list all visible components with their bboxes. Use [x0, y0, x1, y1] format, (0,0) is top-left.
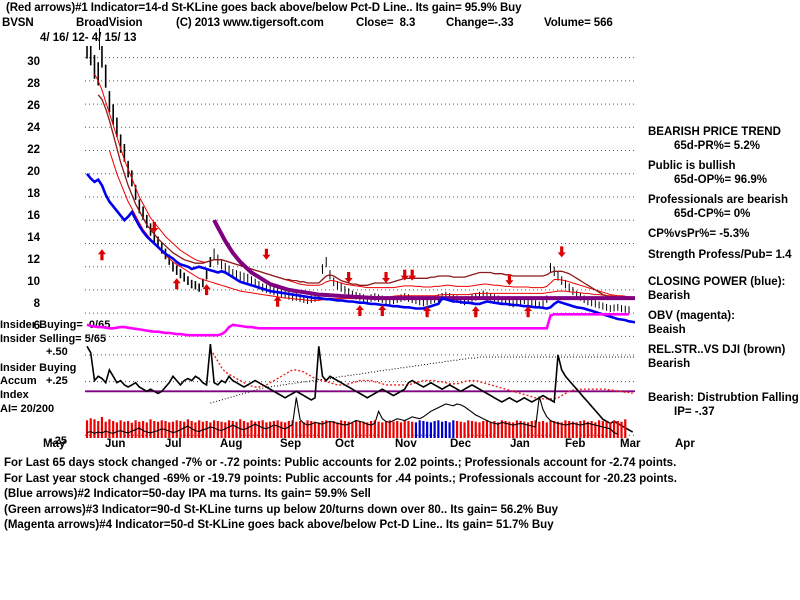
price-trend-title: BEARISH PRICE TREND — [648, 126, 781, 138]
insider-buying-count: Insider Buying= 0/65 — [0, 319, 111, 331]
price-change: Change=-.33 — [446, 17, 514, 29]
quote-line: BVSN BroadVision (C) 2013 www.tigersoft.co… — [2, 17, 613, 29]
y-tick-label: 28 — [27, 78, 40, 90]
y-axis: 30 28 26 24 22 20 18 16 14 12 10 8 6 — [14, 46, 54, 346]
header-divider — [99, 28, 100, 50]
y-tick-label: 18 — [27, 188, 40, 200]
x-tick-label: Aug — [220, 438, 243, 450]
scale-plus-25: +.25 — [46, 375, 68, 387]
rel-strength-value: Bearish — [648, 357, 691, 370]
insider-accum-label-3: Index — [0, 389, 29, 401]
date-range-label: 4/ 16/ 12- 4/ 15/ 13 — [40, 32, 137, 44]
closing-power-value: Bearish — [648, 289, 691, 302]
x-tick-label: Mar — [620, 438, 641, 450]
y-tick-label: 6 — [33, 320, 40, 332]
copyright-notice: (C) 2013 www.tigersoft.com — [176, 17, 324, 29]
scale-plus-50: +.50 — [46, 346, 68, 358]
y-tick-label: 16 — [27, 210, 40, 222]
stock-chart-plot[interactable] — [85, 46, 635, 454]
y-tick-label: 10 — [27, 276, 40, 288]
y-tick-label: 20 — [27, 166, 40, 178]
close-price: Close= 8.3 — [356, 17, 416, 29]
summary-line-65-days: For Last 65 days stock changed -7% or -.… — [4, 457, 677, 469]
insider-accum-label-2: Accum — [0, 375, 37, 387]
y-tick-label: 12 — [27, 254, 40, 266]
ticker-symbol: BVSN — [2, 17, 34, 29]
summary-line-last-year: For Last year stock changed -69% or -19.… — [4, 472, 677, 485]
y-tick-label: 26 — [27, 100, 40, 112]
analysis-panel: BEARISH PRICE TREND 65d-PR%= 5.2% Public… — [648, 126, 800, 419]
x-axis: May Jun Jul Aug Sep Oct Nov Dec Jan Feb Mar Apr — [43, 438, 695, 454]
obv-value: Beaish — [648, 323, 686, 336]
y-tick-label: 22 — [27, 144, 40, 156]
y-tick-label: 8 — [33, 298, 40, 310]
strength-prof-pub-value: Strength Profess/Pub= 1.4 — [648, 248, 792, 261]
y-tick-label: 14 — [27, 232, 40, 244]
indicator-2-line: (Blue arrows)#2 Indicator=50-day IPA ma … — [4, 488, 371, 500]
closing-power-title: CLOSING POWER (blue): — [648, 276, 786, 288]
professional-sentiment-value: 65d-CP%= 0% — [674, 207, 751, 220]
indicator-1-headline: (Red arrows)#1 Indicator=14-d St-KLine g… — [6, 2, 522, 14]
x-tick-label: Jun — [105, 438, 126, 450]
distribution-status: Bearish: Distrubtion Falling — [648, 392, 799, 404]
x-tick-label: Jul — [165, 438, 182, 450]
rel-strength-title: REL.STR..VS DJI (brown) — [648, 344, 786, 356]
insider-accum-label-1: Insider Buying — [0, 362, 77, 374]
company-name: BroadVision — [76, 17, 143, 29]
price-trend-value: 65d-PR%= 5.2% — [674, 139, 760, 152]
x-tick-label: Nov — [395, 438, 417, 450]
public-sentiment-title: Public is bullish — [648, 160, 736, 172]
x-tick-label: Feb — [565, 438, 586, 450]
volume-value: Volume= 566 — [544, 17, 613, 29]
public-sentiment-value: 65d-OP%= 96.9% — [674, 173, 768, 186]
y-tick-label: 24 — [27, 122, 40, 134]
x-tick-label: Sep — [280, 438, 302, 450]
insider-selling-count: Insider Selling= 5/65 — [0, 333, 107, 345]
scale-minus-25: -.25 — [48, 435, 67, 447]
cp-vs-pr-value: CP%vsPr%= -5.3% — [648, 228, 750, 240]
indicator-3-line: (Green arrows)#3 Indicator=90-d St-KLine… — [4, 503, 559, 516]
x-tick-label: Jan — [510, 438, 530, 450]
obv-title: OBV (magenta): — [648, 310, 735, 322]
indicator-4-line: (Magenta arrows)#4 Indicator=50-d St-KLi… — [4, 519, 554, 531]
y-tick-label: 30 — [27, 56, 40, 68]
insider-accum-index-value: AI= 20/200 — [0, 403, 55, 415]
x-tick-label: Dec — [450, 438, 472, 450]
x-tick-label: Apr — [675, 438, 695, 450]
summary-text-block: For Last 65 days stock changed -7% or -.… — [4, 456, 794, 534]
x-tick-label: May — [43, 438, 66, 450]
professional-sentiment-title: Professionals are bearish — [648, 194, 788, 206]
x-tick-label: Oct — [335, 438, 355, 450]
ip-value: IP= -.37 — [674, 405, 715, 418]
